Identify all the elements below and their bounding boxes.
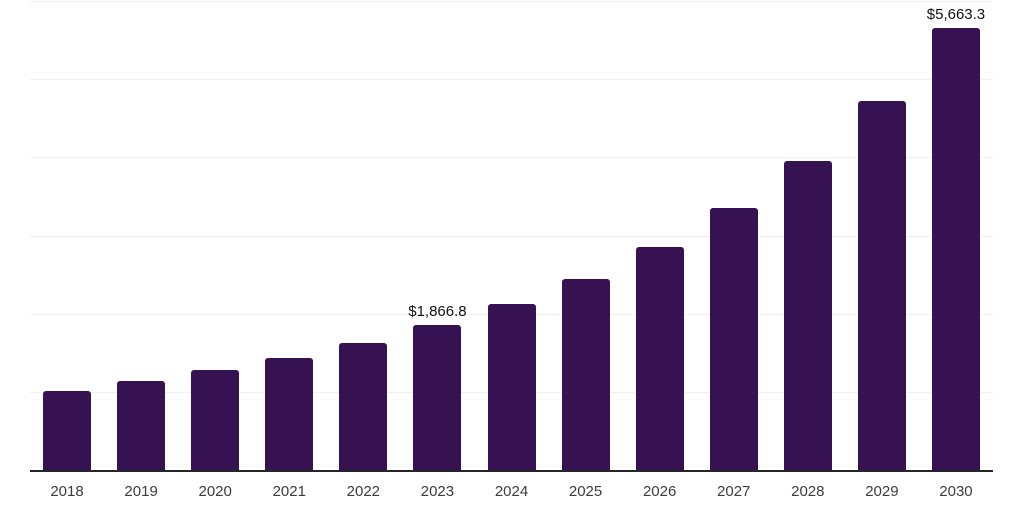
x-tick-label: 2018 <box>50 483 84 500</box>
bar <box>191 370 240 471</box>
bar <box>43 391 92 471</box>
x-tick-label: 2024 <box>494 483 529 500</box>
x-tick-label: 2029 <box>865 483 899 500</box>
bar <box>413 325 462 471</box>
bar <box>265 357 314 471</box>
gridline <box>30 1 993 2</box>
bar <box>487 303 536 471</box>
gridline <box>30 235 993 237</box>
x-axis-line <box>30 470 993 472</box>
x-tick-label: 2026 <box>642 483 677 500</box>
x-tick-label: 2019 <box>124 483 158 500</box>
x-tick-label: 2021 <box>272 483 306 500</box>
bar <box>561 278 610 471</box>
bar <box>857 100 906 471</box>
bar <box>339 342 388 471</box>
x-tick-label: 2027 <box>717 483 751 500</box>
plot-area: $1,866.8 $5,663.3 <box>30 0 993 471</box>
gridline <box>30 79 993 81</box>
bar <box>783 160 832 471</box>
x-tick-label: 2025 <box>568 483 603 500</box>
bar <box>635 247 684 471</box>
bar <box>931 28 980 471</box>
x-tick-label: 2023 <box>420 483 455 500</box>
x-tick-label: 2028 <box>791 483 825 500</box>
bar-value-label: $1,866.8 <box>408 303 467 321</box>
bar <box>709 208 758 471</box>
x-tick-label: 2030 <box>939 483 973 500</box>
gridline <box>30 157 993 159</box>
bar-value-label: $5,663.3 <box>926 6 986 24</box>
x-tick-label: 2020 <box>198 483 232 500</box>
x-tick-label: 2022 <box>346 483 381 500</box>
bar <box>117 381 166 471</box>
